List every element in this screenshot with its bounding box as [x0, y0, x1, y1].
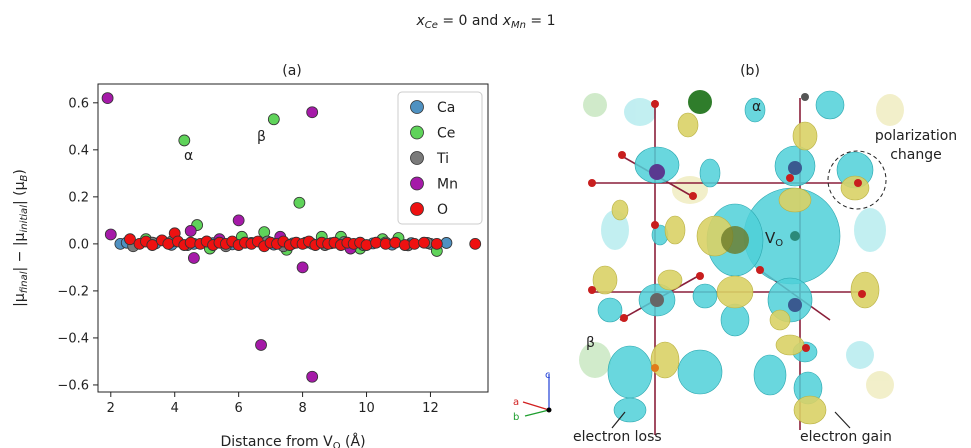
point-o	[389, 236, 402, 249]
point-ce	[178, 134, 191, 147]
scatter-panel: (a) 2 4 6 8 10 12 −0.6 −0.4 −0.2 0.0 0.2 0.4 0.6 α β…	[12, 63, 489, 448]
polarization-label-line2: change	[890, 147, 942, 163]
atoms	[649, 90, 809, 312]
point-mn	[184, 225, 197, 237]
y-tick-label: 0.6	[68, 96, 89, 111]
point-mn	[306, 370, 319, 383]
atom-dark	[721, 226, 749, 254]
vacancy-site	[790, 231, 800, 241]
legend-label-mn: Mn	[437, 177, 458, 193]
axis-a-label: a	[513, 397, 519, 408]
plot-frame	[97, 83, 489, 393]
point-o	[360, 239, 373, 251]
legend-label-o: O	[437, 202, 448, 218]
alpha-site-label: α	[752, 99, 761, 115]
x-tick-label: 4	[171, 401, 179, 416]
atom-mn	[788, 161, 802, 175]
x-tick-label: 8	[298, 401, 306, 416]
y-tick-label: 0.2	[68, 190, 89, 205]
point-mn	[255, 339, 267, 351]
y-axis-label: |μfinal| − |μinitial| (μB)	[12, 169, 30, 307]
x-tick-label: 12	[422, 401, 439, 416]
legend-marker-ce	[410, 125, 424, 140]
point-o	[146, 239, 159, 251]
charge-density-panel: (b)	[513, 63, 957, 445]
point-mn	[306, 106, 319, 119]
legend-marker-mn	[410, 176, 424, 191]
electron-loss-label: electron loss	[573, 429, 662, 445]
y-tick-label: 0.4	[68, 143, 89, 158]
legend-label-ce: Ce	[437, 126, 455, 142]
legend-label-ca: Ca	[437, 100, 455, 116]
point-mn	[188, 252, 200, 264]
y-tick-label: −0.6	[57, 378, 89, 393]
electron-gain-pointer	[834, 411, 851, 429]
legend-marker-ca	[410, 100, 424, 114]
axis-c-label: c	[545, 370, 551, 381]
electron-gain-label: electron gain	[800, 429, 892, 445]
point-mn	[101, 92, 114, 105]
polarization-label-line1: polarization	[875, 128, 957, 144]
x-tick-label: 6	[235, 401, 243, 416]
point-o	[162, 237, 175, 250]
atom-ti	[801, 93, 809, 101]
background-isosurfaces	[579, 93, 904, 399]
atom-ti	[650, 293, 664, 307]
legend-marker-ti	[410, 151, 424, 165]
axis-ticks: 2 4 6 8 10 12 −0.6 −0.4 −0.2 0.0 0.2 0.4 0.6	[57, 96, 438, 416]
point-o	[124, 233, 136, 246]
atom-mn	[649, 164, 665, 180]
annotation-alpha: α	[184, 148, 193, 164]
atom-ce	[688, 90, 712, 114]
point-ce	[293, 196, 306, 209]
point-o	[469, 237, 482, 250]
axis-b-label: b	[513, 412, 519, 423]
figure-title: xCe = 0 and xMn = 1	[415, 13, 555, 31]
legend-label-ti: Ti	[436, 151, 449, 167]
legend-box	[397, 91, 483, 225]
electron-loss-pointer	[611, 411, 626, 429]
oxygen-atoms	[588, 100, 866, 372]
panel-b-label: (b)	[740, 63, 760, 79]
cyan-isosurfaces	[597, 90, 874, 423]
crystal-axes: c a b	[513, 370, 552, 423]
atom-mn	[788, 298, 802, 312]
beta-site-label: β	[586, 335, 595, 351]
polarization-circle	[827, 150, 887, 210]
x-tick-label: 10	[358, 401, 375, 416]
point-o	[418, 236, 430, 249]
point-mn	[104, 228, 117, 241]
data-points	[101, 92, 482, 383]
y-tick-label: −0.2	[57, 284, 89, 299]
point-ce	[267, 113, 280, 126]
panel-a-label: (a)	[282, 63, 302, 79]
point-o	[430, 237, 443, 250]
point-mn	[296, 261, 309, 274]
annotation-beta: β	[257, 129, 266, 145]
point-mn	[232, 214, 245, 227]
legend-marker-o	[410, 202, 424, 216]
legend: Ca Ce Ti Mn O	[397, 91, 483, 225]
y-tick-label: 0.0	[68, 237, 89, 252]
vacancy-label: VO	[765, 229, 783, 249]
y-tick-label: −0.4	[57, 331, 89, 346]
x-axis-label: Distance from VO (Å)	[220, 433, 365, 448]
x-tick-label: 2	[107, 401, 115, 416]
